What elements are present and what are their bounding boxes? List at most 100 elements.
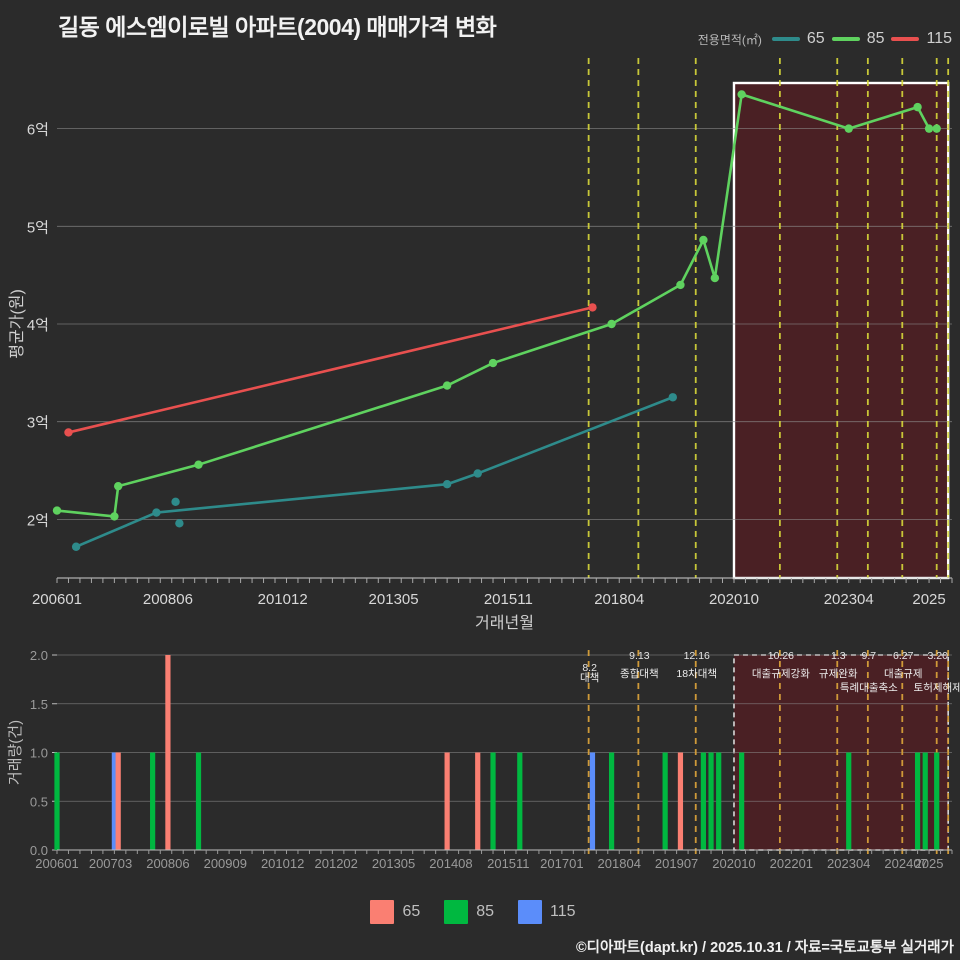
volume-bar[interactable] [716, 752, 722, 851]
volume-chart[interactable]: 0.0 0.5 1.0 1.5 2.0 거래량(건) 200601 200703 200806 2… [0, 645, 960, 895]
volume-chart-legend: 65 85 115 [0, 900, 960, 924]
policy-annotation-label: 토허제해제 [914, 681, 960, 694]
volume-ytick-label: 1.0 [30, 746, 48, 761]
volume-bar[interactable] [700, 752, 706, 851]
legend-label-85: 85 [866, 30, 885, 47]
volume-ytick-label: 1.5 [30, 697, 48, 712]
policy-annotation-date: 9.13 [629, 650, 650, 662]
policy-annotation-label: 대책 [580, 672, 599, 684]
price-point[interactable] [699, 235, 708, 245]
volume-xtick-label: 201701 [540, 856, 583, 871]
volume-bar[interactable] [708, 752, 714, 851]
price-point[interactable] [710, 273, 720, 283]
volume-bar[interactable] [165, 655, 171, 850]
policy-annotation-date: 6.27 [893, 650, 914, 662]
volume-ytick-label: 0.0 [30, 843, 48, 858]
volume-bar[interactable] [914, 752, 921, 851]
volume-xtick-label: 202304 [827, 856, 870, 871]
price-xtick-label: 200601 [32, 591, 82, 608]
policy-annotation-date: 3.20 [927, 650, 948, 662]
volume-bar[interactable] [934, 752, 940, 851]
price-point[interactable] [844, 124, 853, 133]
price-x-axis-title: 거래년월 [475, 614, 534, 632]
volume-ytick-label: 0.5 [30, 794, 48, 809]
volume-bar[interactable] [922, 752, 928, 851]
volume-bar[interactable] [490, 752, 496, 851]
price-point[interactable] [668, 393, 677, 402]
price-point[interactable] [932, 124, 941, 133]
price-point[interactable] [52, 506, 62, 515]
policy-annotation-date: 8.2 [582, 662, 597, 674]
policy-annotation-label: 특례대출축소 [840, 682, 898, 694]
volume-bar[interactable] [517, 752, 523, 851]
price-point[interactable] [171, 497, 180, 506]
price-point[interactable] [442, 480, 452, 489]
price-point[interactable] [924, 124, 934, 133]
price-point[interactable] [676, 280, 685, 290]
price-point[interactable] [64, 428, 73, 437]
price-point[interactable] [488, 358, 498, 368]
bottom-legend-item-115: 115 [518, 900, 576, 924]
price-xtick-label: 201305 [369, 591, 419, 608]
price-point[interactable] [110, 512, 119, 521]
volume-bar[interactable] [475, 752, 481, 851]
bottom-legend-label-115: 115 [550, 903, 576, 920]
volume-bar[interactable] [111, 752, 117, 851]
price-xtick-label: 201804 [594, 591, 644, 608]
volume-bar[interactable] [444, 752, 450, 851]
legend-label-115: 115 [926, 30, 952, 47]
volume-bar[interactable] [662, 752, 668, 851]
policy-annotation-date: 1.3 [831, 650, 846, 662]
volume-xtick-label: 201305 [372, 856, 415, 871]
volume-xtick-label: 201804 [598, 856, 641, 871]
price-y-axis-title: 평균가(원) [8, 289, 26, 359]
volume-bar[interactable] [195, 752, 202, 851]
legend-title: 전용면적(㎡) [697, 32, 762, 47]
volume-bar[interactable] [608, 752, 615, 851]
volume-xtick-label: 201408 [429, 856, 472, 871]
page-title: 길동 에스엠이로빌 아파트(2004) 매매가격 변화 [58, 14, 497, 40]
price-selection-region[interactable] [732, 81, 950, 580]
price-series-115 [64, 303, 597, 437]
price-point[interactable] [737, 90, 746, 99]
price-point[interactable] [175, 519, 184, 528]
price-point[interactable] [152, 508, 161, 517]
price-point[interactable] [913, 102, 922, 112]
volume-bar[interactable] [115, 752, 121, 851]
bottom-legend-item-65: 65 [370, 900, 420, 924]
volume-bar[interactable] [150, 752, 156, 851]
legend-label-65: 65 [806, 30, 825, 47]
volume-bar[interactable] [54, 752, 60, 851]
volume-xtick-label: 201907 [655, 856, 698, 871]
price-point[interactable] [194, 460, 203, 469]
policy-annotation-label: 대출규제강화 [752, 668, 810, 680]
bottom-legend-label-65: 65 [402, 903, 421, 920]
price-point[interactable] [71, 542, 81, 551]
price-xtick-label: 201012 [258, 591, 308, 608]
volume-xtick-label: 201511 [487, 856, 529, 871]
policy-annotation-date: 9.7 [862, 650, 877, 662]
price-line [74, 395, 675, 549]
price-point[interactable] [588, 303, 597, 312]
footer-credit: ©디아파트(dapt.kr) / 2025.10.31 / 자료=국토교통부 실… [575, 940, 954, 956]
price-ytick-label: 2억 [27, 512, 49, 529]
price-line [67, 306, 594, 434]
price-point[interactable] [113, 481, 123, 491]
volume-bar[interactable] [846, 752, 852, 851]
price-series-85 [52, 90, 941, 521]
price-xtick-label: 2025 [912, 591, 945, 608]
price-xtick-label: 200806 [143, 591, 193, 608]
policy-annotation-label: 대출규제 [884, 668, 923, 680]
volume-bar[interactable] [739, 752, 745, 851]
volume-bar[interactable] [589, 752, 596, 851]
volume-bar[interactable] [677, 752, 684, 851]
price-point[interactable] [473, 469, 482, 478]
price-xtick-label: 202304 [824, 591, 874, 608]
legend-swatch-85 [831, 37, 860, 41]
price-point[interactable] [442, 381, 452, 390]
price-xtick-label: 201511 [484, 591, 533, 608]
price-point[interactable] [607, 319, 616, 329]
volume-xtick-label: 201012 [261, 856, 304, 871]
price-ytick-label: 3억 [27, 415, 49, 432]
